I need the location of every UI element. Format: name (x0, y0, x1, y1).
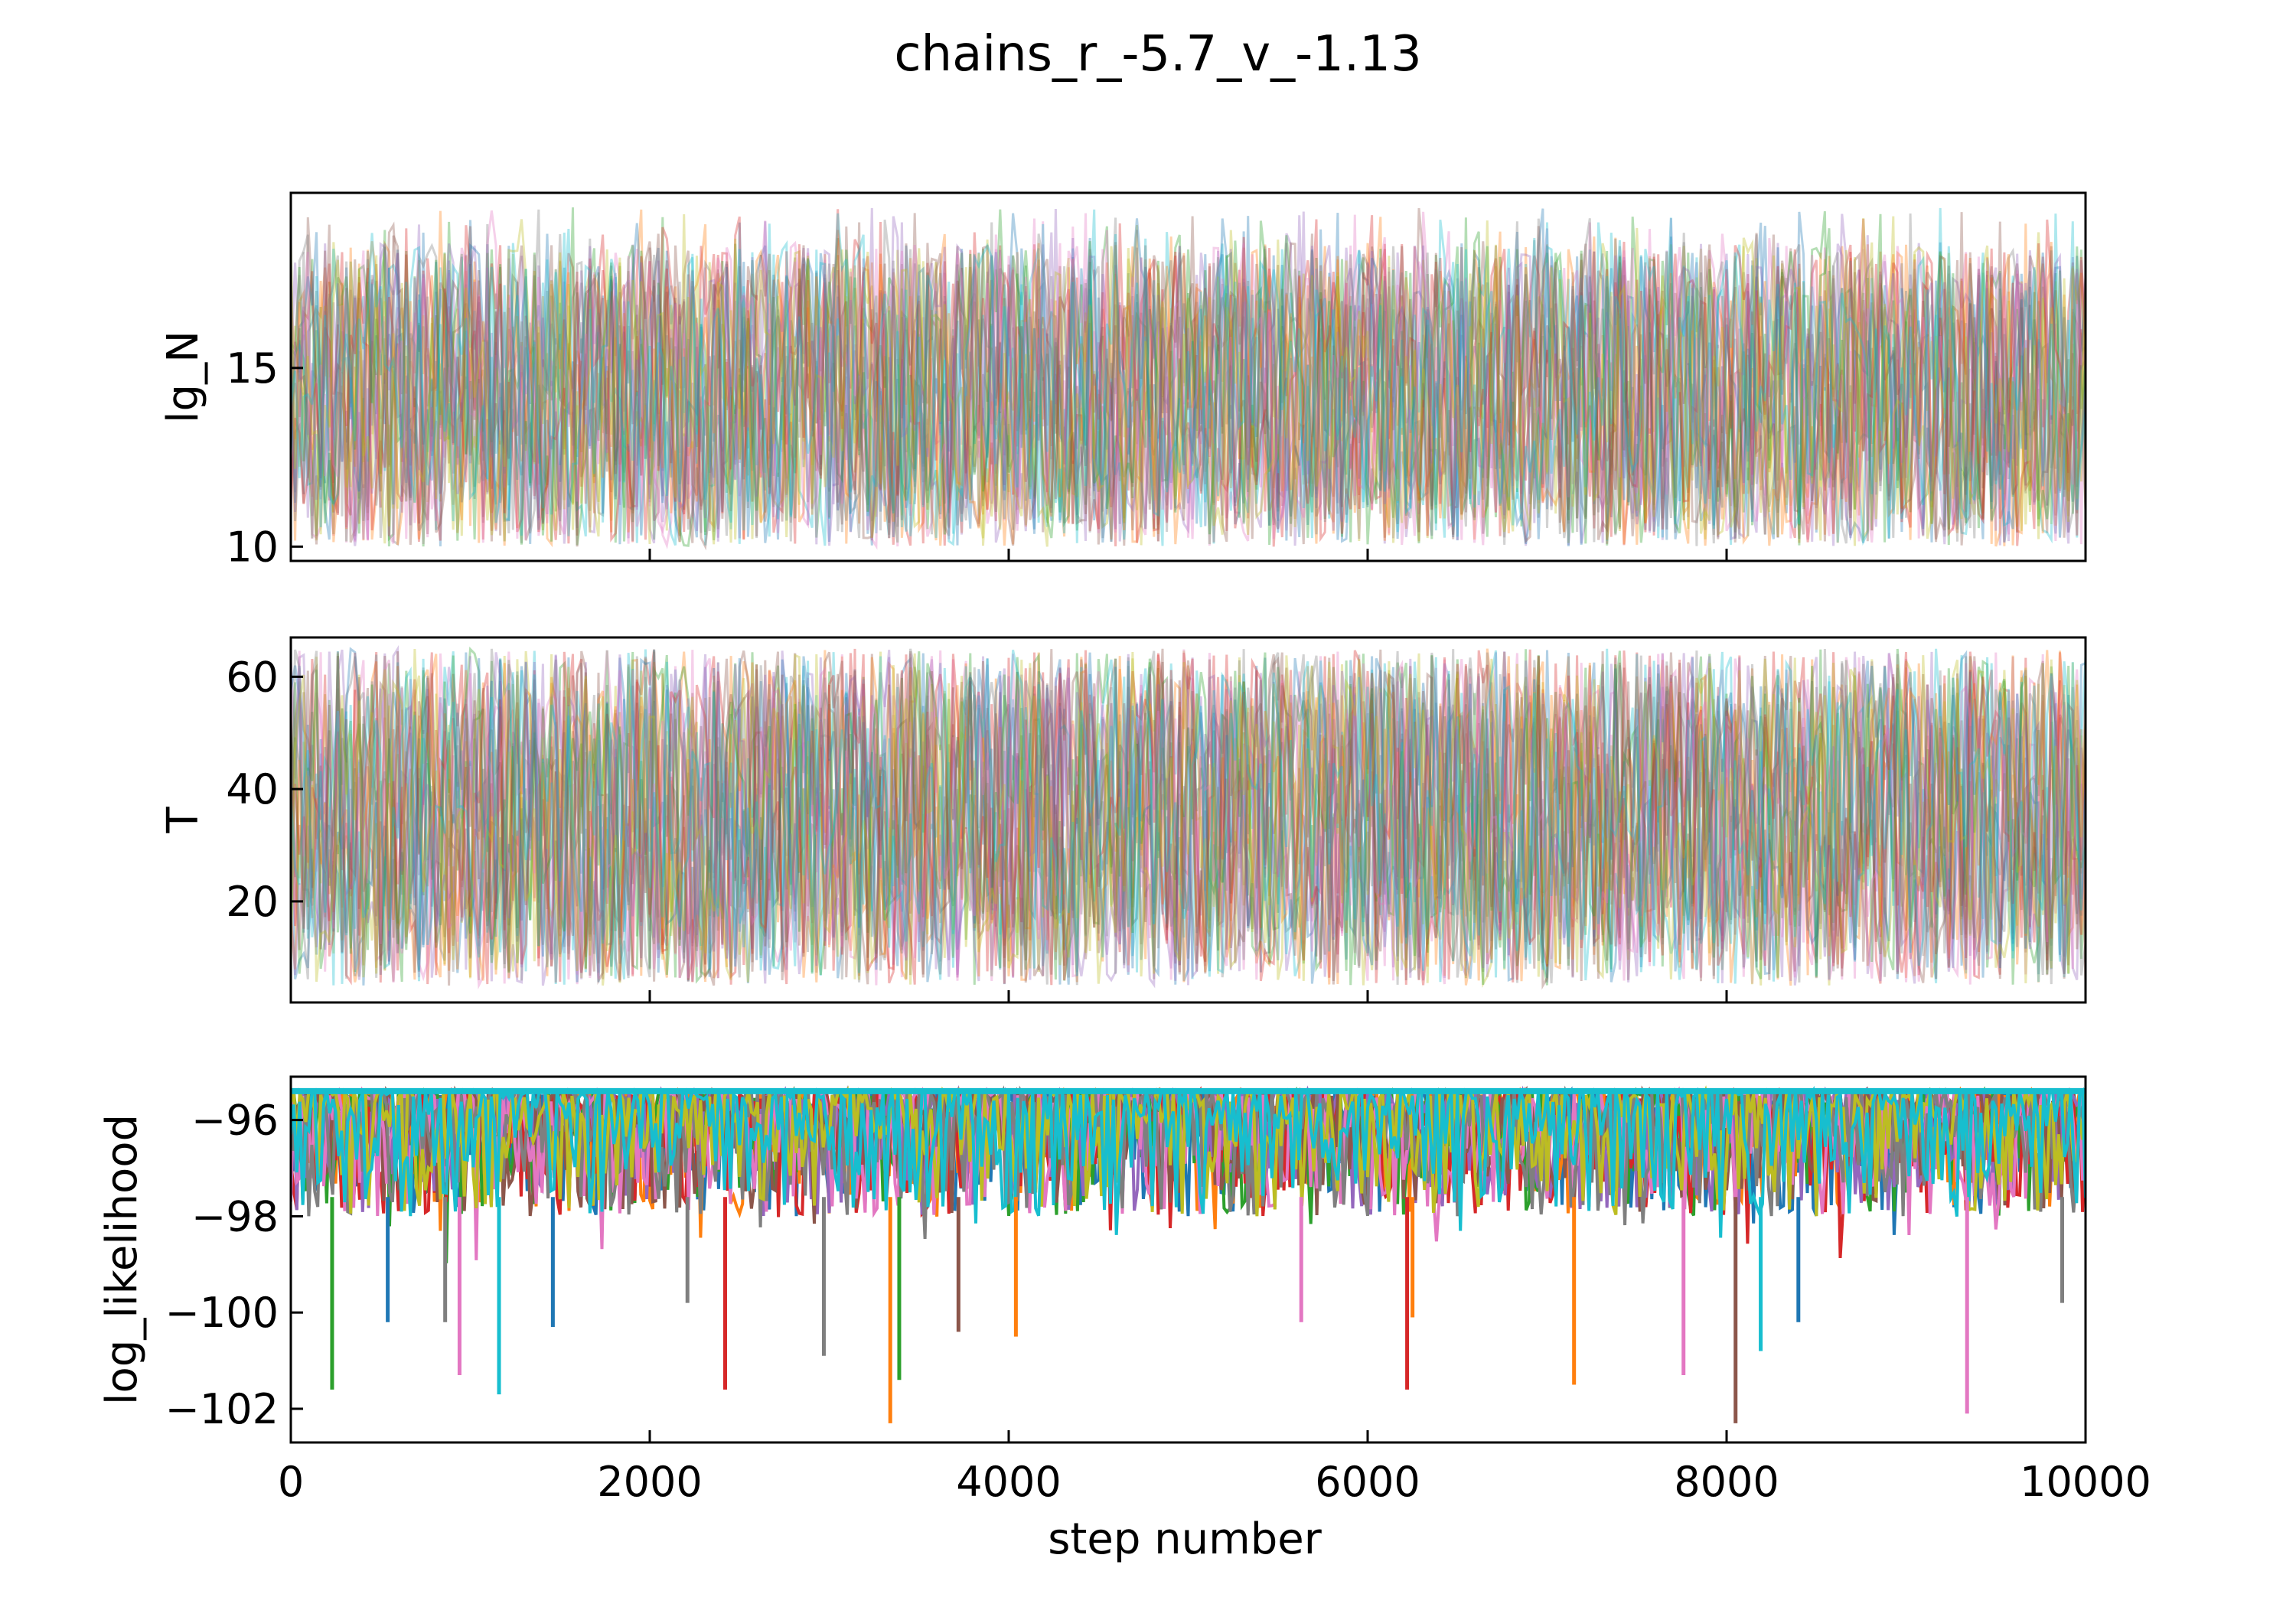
log-likelihood-axes-frame (289, 1075, 2087, 1444)
lg-n-walker-series (291, 208, 2086, 546)
t-walker-series (291, 648, 2086, 990)
t-walker-series (291, 650, 2086, 989)
t-y-tick-label: 40 (226, 765, 279, 813)
t-walker-series (291, 650, 2086, 989)
t-panel: 20 40 60 T (158, 636, 2087, 1004)
lg-n-walker-series (291, 209, 2086, 548)
lg-n-y-axis-label: lg_N (158, 331, 208, 423)
lg-n-panel: 10 15 lg_N (158, 191, 2087, 571)
lg-n-walker-series (291, 211, 2086, 549)
x-tick-label: 10000 (2020, 1458, 2151, 1506)
log-likelihood-plot-area (291, 1085, 2086, 1423)
lg-n-y-tick-label: 15 (226, 344, 279, 393)
t-walker-series (291, 648, 2086, 986)
log-likelihood-y-axis-label: log_likelihood (97, 1114, 147, 1405)
t-y-tick-label: 20 (226, 878, 279, 926)
x-axis-label: step number (1048, 1514, 1322, 1564)
t-y-tick-label: 60 (226, 653, 279, 701)
lg-n-walker-series (291, 207, 2086, 546)
lg-n-walker-series (291, 218, 2086, 546)
t-walker-series (291, 650, 2086, 986)
t-walker-series (291, 649, 2086, 985)
t-walker-series (291, 649, 2086, 985)
t-walker-series (291, 650, 2086, 986)
t-walker-series (291, 650, 2086, 988)
t-walker-series (291, 648, 2086, 984)
log-likelihood-y-tick-label: −96 (191, 1097, 279, 1145)
lg-n-walker-series (291, 208, 2086, 546)
t-axes-frame (289, 636, 2087, 1004)
log-likelihood-y-tick-label: −100 (165, 1289, 279, 1337)
t-walker-series (291, 648, 2086, 986)
lg-n-walker-series (291, 207, 2086, 546)
lg-n-axes-frame (289, 191, 2087, 562)
lg-n-walker-series (291, 209, 2086, 546)
lg-n-plot-area (291, 207, 2086, 551)
figure-title: chains_r_-5.7_v_-1.13 (894, 26, 1421, 83)
lg-n-walker-series (291, 207, 2086, 546)
t-plot-area (291, 645, 2086, 990)
lg-n-walker-series (291, 210, 2086, 547)
x-tick-label: 8000 (1674, 1458, 1779, 1506)
lg-n-walker-series (291, 214, 2086, 546)
log-likelihood-panel: −102 −100 −98 −96 0 2000 4000 6000 8000 10000 log_… (97, 1075, 2151, 1506)
lg-n-walker-series (291, 215, 2086, 546)
x-tick-label: 0 (278, 1458, 304, 1506)
lg-n-walker-series (291, 210, 2086, 550)
t-walker-series (291, 647, 2086, 986)
x-tick-label: 6000 (1315, 1458, 1420, 1506)
log-likelihood-y-tick-label: −98 (191, 1192, 279, 1240)
t-walker-series (291, 645, 2086, 986)
lg-n-walker-series (291, 207, 2086, 547)
t-walker-series (291, 647, 2086, 986)
t-walker-series (291, 649, 2086, 986)
lg-n-walker-series (291, 211, 2086, 546)
t-walker-series (291, 648, 2086, 985)
t-walker-series (291, 649, 2086, 986)
log-likelihood-y-tick-label: −102 (165, 1385, 279, 1433)
log-likelihood-walker-series (291, 1085, 2086, 1238)
t-walker-series (291, 648, 2086, 983)
t-walker-series (291, 650, 2086, 985)
x-tick-label: 2000 (597, 1458, 702, 1506)
x-tick-label: 4000 (956, 1458, 1061, 1506)
lg-n-walker-series (291, 210, 2086, 546)
t-y-axis-label: T (158, 807, 208, 834)
lg-n-y-tick-label: 10 (226, 523, 279, 571)
lg-n-walker-series (291, 209, 2086, 547)
lg-n-walker-series (291, 217, 2086, 547)
lg-n-walker-series (291, 209, 2086, 546)
t-walker-series (291, 648, 2086, 985)
lg-n-walker-series (291, 216, 2086, 551)
